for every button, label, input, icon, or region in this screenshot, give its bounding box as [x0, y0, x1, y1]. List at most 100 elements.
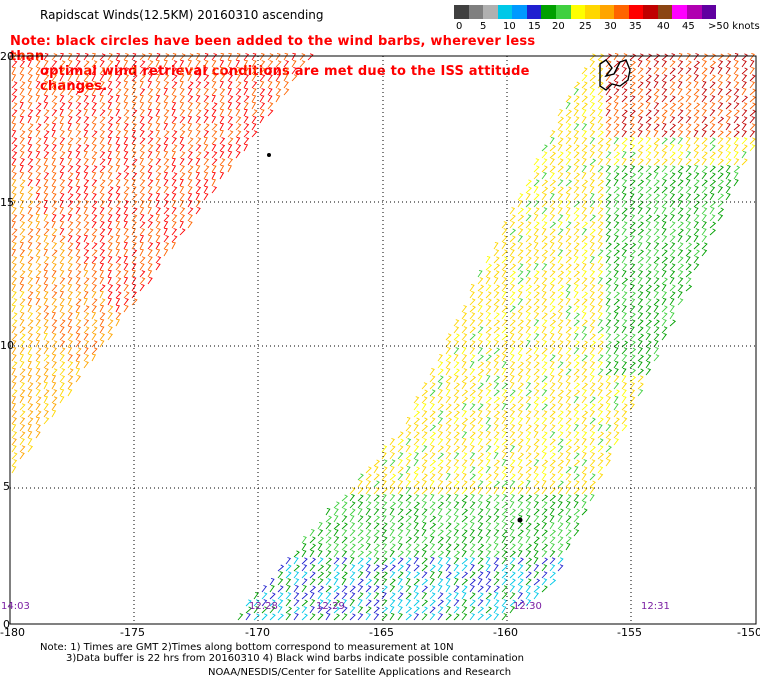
wind-barb	[51, 228, 58, 236]
wind-barb	[27, 186, 34, 194]
wind-barb	[445, 564, 451, 572]
wind-barb	[605, 284, 611, 292]
wind-barb	[269, 592, 276, 600]
wind-barb	[211, 115, 217, 124]
wind-barb	[75, 311, 80, 320]
wind-barb	[123, 129, 129, 138]
wind-barb	[243, 53, 250, 61]
wind-barb	[661, 206, 667, 215]
wind-barb	[91, 290, 97, 299]
wind-barb	[123, 186, 130, 194]
wind-barb	[27, 256, 34, 264]
wind-barb	[589, 361, 596, 369]
wind-barb	[725, 158, 732, 166]
wind-barb	[597, 59, 603, 68]
wind-barb	[469, 305, 476, 313]
wind-barb	[509, 606, 515, 614]
wind-barb	[187, 144, 194, 152]
wind-barb	[549, 424, 556, 432]
wind-barb	[27, 228, 34, 236]
wind-barb	[613, 186, 620, 194]
wind-barb	[613, 423, 619, 432]
wind-barb	[493, 319, 501, 327]
wind-barb	[589, 109, 596, 117]
wind-barb	[357, 515, 364, 523]
wind-barb	[51, 87, 57, 96]
wind-barb	[557, 382, 563, 390]
wind-barb	[605, 298, 611, 306]
wind-barb	[525, 571, 532, 579]
wind-barb	[741, 144, 748, 152]
wind-barb	[115, 256, 122, 264]
wind-barb	[653, 102, 660, 110]
wind-barb	[597, 193, 604, 201]
wind-barb	[139, 199, 145, 208]
wind-barb	[59, 340, 66, 348]
wind-barb	[155, 67, 162, 75]
wind-barb	[43, 136, 49, 145]
wind-barb	[139, 130, 145, 138]
wind-barb	[11, 172, 17, 180]
wind-barb	[517, 207, 524, 215]
wind-barb	[11, 262, 17, 271]
wind-barb	[413, 571, 421, 579]
wind-barb	[171, 228, 178, 236]
wind-barb	[373, 480, 380, 488]
wind-barb	[27, 171, 33, 180]
wind-barb	[115, 291, 122, 299]
wind-barb	[43, 417, 50, 425]
wind-barb	[75, 375, 81, 383]
wind-barb	[613, 199, 619, 208]
wind-barb	[477, 599, 484, 607]
wind-barb	[501, 241, 507, 250]
wind-barb	[645, 59, 651, 68]
wind-barb	[75, 214, 82, 222]
wind-barb	[83, 242, 90, 250]
wind-barb	[597, 298, 604, 306]
wind-barb	[669, 102, 677, 110]
wind-barb	[291, 59, 297, 68]
wind-barb	[11, 88, 18, 96]
wind-barb	[501, 347, 508, 355]
wind-barb	[597, 137, 604, 145]
wind-barb	[27, 297, 33, 306]
wind-barb	[613, 291, 620, 299]
wind-barb	[549, 214, 556, 222]
wind-barb	[637, 333, 644, 341]
wind-barb	[581, 438, 587, 446]
wind-barb	[597, 207, 604, 215]
wind-barb	[75, 291, 82, 299]
wind-barb	[139, 94, 144, 103]
wind-barb	[541, 431, 548, 439]
wind-barb	[83, 80, 89, 89]
wind-barb	[621, 424, 628, 432]
wind-barb	[605, 416, 611, 425]
wind-barb	[91, 94, 97, 103]
wind-barb	[219, 66, 224, 75]
wind-barb	[661, 242, 669, 250]
wind-barb	[187, 199, 193, 208]
wind-barb	[709, 151, 716, 159]
wind-barb	[477, 382, 484, 390]
wind-barb	[589, 179, 595, 187]
wind-barb	[11, 122, 17, 131]
wind-barb	[685, 213, 691, 222]
wind-barb	[701, 74, 708, 82]
wind-barb	[557, 179, 564, 187]
wind-barb	[107, 290, 113, 299]
wind-barb	[613, 270, 619, 278]
wind-barb	[445, 584, 451, 593]
wind-barb	[261, 599, 268, 607]
wind-barb	[437, 354, 443, 362]
wind-barb	[589, 67, 596, 75]
wind-barb	[389, 480, 396, 488]
wind-barb	[373, 501, 380, 509]
wind-barb	[581, 333, 588, 341]
wind-barb	[131, 269, 136, 278]
wind-barb	[27, 67, 33, 75]
wind-barb	[701, 80, 707, 89]
wind-barb	[397, 606, 403, 614]
wind-barb	[645, 249, 652, 257]
wind-barb	[19, 158, 25, 166]
wind-barb	[541, 325, 547, 334]
